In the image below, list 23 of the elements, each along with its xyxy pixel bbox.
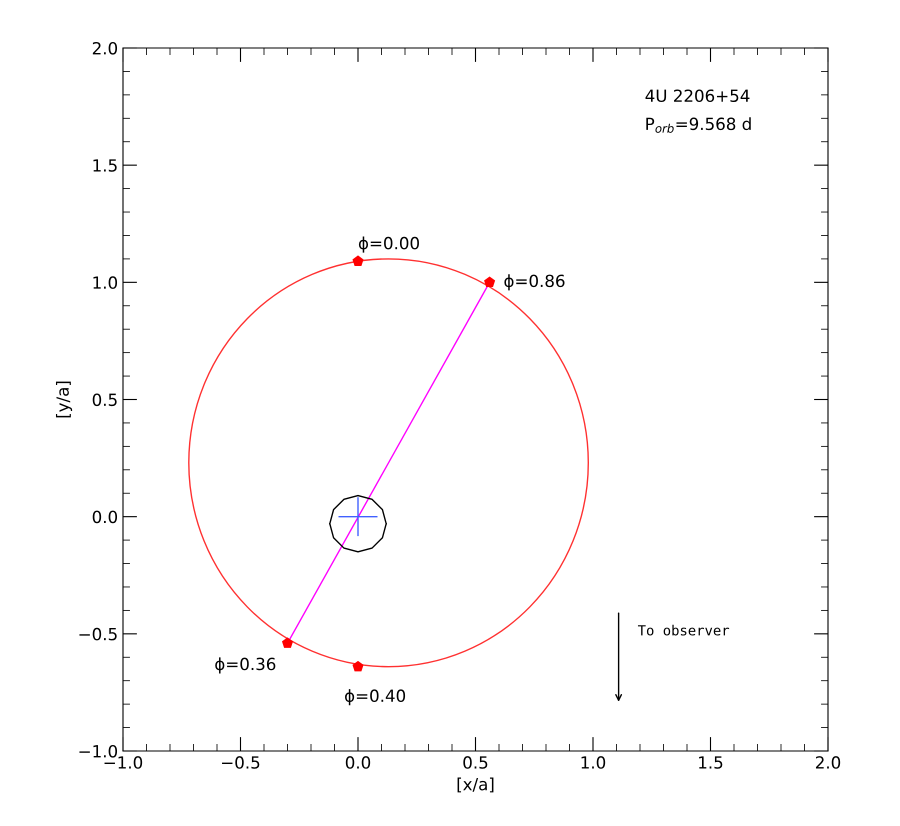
annotation: ϕ=0.36 xyxy=(215,657,276,674)
annotation: ϕ=0.86 xyxy=(504,274,565,290)
x-tick-label: 1.0 xyxy=(582,756,606,769)
x-tick-label: 0.5 xyxy=(463,756,488,769)
annotation: P$_{orb}$=9.568 d xyxy=(646,117,751,133)
y-tick-label: 2.0 xyxy=(92,42,118,55)
x-tick-label: −0.5 xyxy=(222,756,260,769)
annotation: 4U 2206+54 xyxy=(646,89,750,102)
y-tick-label: 1.5 xyxy=(93,159,117,172)
y-tick-label: −0.5 xyxy=(79,628,117,640)
annotation: ϕ=0.40 xyxy=(345,689,406,706)
y-tick-label: −1.0 xyxy=(79,744,118,758)
x-tick-label: 2.0 xyxy=(816,756,840,769)
y-axis-title: [y/a] xyxy=(56,382,72,418)
x-tick-label: −1.0 xyxy=(104,756,142,769)
x-tick-label: 1.5 xyxy=(699,756,722,769)
y-tick-label: 1.0 xyxy=(93,276,118,289)
annotation: ϕ=0.00 xyxy=(358,236,419,253)
annotation: To observer xyxy=(638,624,730,636)
y-tick-label: 0.5 xyxy=(92,393,117,406)
y-tick-label: 0.0 xyxy=(92,510,118,524)
x-axis-title: [x/a] xyxy=(458,778,494,792)
x-tick-label: 0.0 xyxy=(346,756,370,769)
